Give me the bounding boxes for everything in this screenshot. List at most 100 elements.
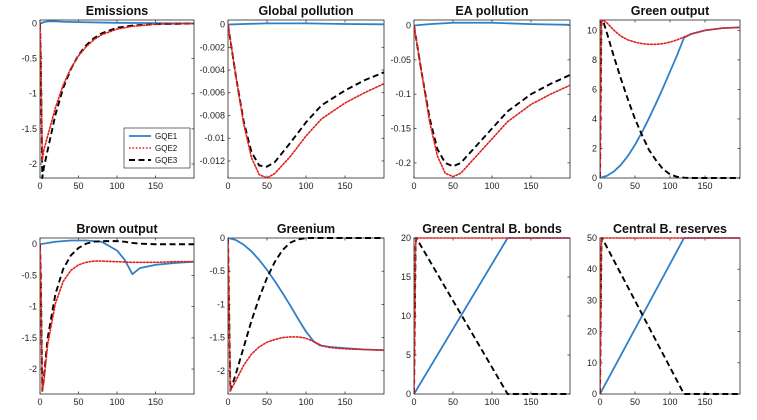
x-tick-label: 50 [630,397,640,407]
y-tick-label: -0.006 [199,88,225,98]
y-tick-label: 30 [587,295,597,305]
y-tick-label: -0.002 [199,42,225,52]
y-tick-label: 15 [401,272,411,282]
x-tick-label: 100 [298,397,313,407]
x-tick-label: 50 [448,397,458,407]
x-tick-label: 100 [484,397,499,407]
x-tick-label: 0 [411,397,416,407]
x-tick-label: 0 [597,397,602,407]
series-line-gqe2 [414,24,570,178]
y-tick-label: -0.2 [395,158,411,168]
x-tick-label: 100 [662,181,677,191]
series-line-gqe1 [228,237,384,352]
axes-frame [227,237,385,395]
x-tick-label: 100 [298,181,313,191]
legend: GQE1 GQE2 GQE3 [123,127,191,169]
series-group [228,237,384,392]
series-line-gqe2 [40,243,194,392]
y-tick-label: -1.5 [21,124,37,134]
series-group [40,239,194,392]
x-tick-label: 150 [697,181,712,191]
series-line-gqe2 [40,22,194,162]
y-tick-label: -2 [217,366,225,376]
y-tick-label: -1.5 [21,333,37,343]
y-tick-label: 0 [592,173,597,183]
y-tick-label: 10 [401,311,411,321]
panel-title: Emissions [86,4,149,18]
x-tick-label: 150 [523,397,538,407]
series-line-gqe1 [40,20,194,25]
x-tick-label: 0 [225,397,230,407]
series-group [228,22,384,179]
y-tick-label: 0 [592,389,597,399]
panel-6: Greenium 0 50 100 150 0 -0.5 -1 -1.5 -2 [209,222,385,407]
y-tick-label: 0 [406,389,411,399]
panel-title: Global pollution [258,4,353,18]
y-tick-label: -1 [29,302,37,312]
x-tick-label: 150 [697,397,712,407]
x-tick-label: 100 [484,181,499,191]
legend-label-gqe2: GQE2 [155,144,178,153]
x-tick-label: 100 [109,397,124,407]
series-line-gqe1 [228,22,384,26]
y-tick-label: 0 [220,20,225,30]
y-tick-label: 10 [587,25,597,35]
panel-title: Green output [631,4,710,18]
axes-frame [599,237,741,395]
series-group [600,19,740,179]
x-tick-label: 0 [37,397,42,407]
series-line-gqe2 [414,237,570,395]
y-tick-label: -0.5 [21,270,37,280]
y-tick-label: 2 [592,143,597,153]
y-tick-label: 40 [587,264,597,274]
y-tick-label: -0.1 [395,89,411,99]
y-tick-label: 0 [32,239,37,249]
x-tick-label: 150 [148,181,163,191]
series-group [600,237,740,395]
y-tick-label: 0 [32,19,37,29]
x-tick-label: 50 [448,181,458,191]
series-group [414,21,570,178]
legend-box [123,127,191,169]
y-tick-label: -0.008 [199,110,225,120]
x-tick-label: 150 [337,181,352,191]
series-group [40,20,194,179]
axes-frame [227,19,385,179]
panel-title: Greenium [277,222,335,236]
y-tick-label: -0.012 [199,156,225,166]
x-tick-label: 50 [73,181,83,191]
y-tick-label: 20 [401,233,411,243]
x-tick-label: 50 [262,181,272,191]
y-tick-label: 0 [406,20,411,30]
x-tick-label: 50 [630,181,640,191]
y-tick-label: 8 [592,55,597,65]
x-tick-label: 0 [597,181,602,191]
y-tick-label: -0.15 [390,124,411,134]
series-line-gqe3 [40,240,194,392]
y-tick-label: 0 [220,233,225,243]
x-tick-label: 150 [337,397,352,407]
panel-4: Green output 0 50 100 150 0 2 4 6 8 10 [587,4,741,191]
y-tick-label: -0.5 [209,266,225,276]
x-tick-label: 0 [411,181,416,191]
axes-frame [599,19,741,179]
y-tick-label: -0.5 [21,54,37,64]
series-line-gqe2 [228,237,384,392]
x-tick-label: 150 [148,397,163,407]
y-tick-label: 6 [592,84,597,94]
x-tick-label: 100 [109,181,124,191]
panel-title: Central B. reserves [613,222,727,236]
y-tick-label: 4 [592,114,597,124]
panel-title: Brown output [76,222,158,236]
x-tick-label: 0 [37,181,42,191]
panel-3: EA pollution 0 50 100 150 0 -0.05 -0.1 -0.15 -0.2 [390,4,571,191]
y-tick-label: -1 [217,299,225,309]
x-tick-label: 0 [225,181,230,191]
axes-frame [413,237,571,395]
legend-label-gqe1: GQE1 [155,132,178,141]
legend-label-gqe3: GQE3 [155,156,178,165]
panel-5: Brown output 0 50 100 150 0 -0.5 -1 -1.5 -2 [21,222,195,407]
series-line-gqe2 [600,237,740,395]
